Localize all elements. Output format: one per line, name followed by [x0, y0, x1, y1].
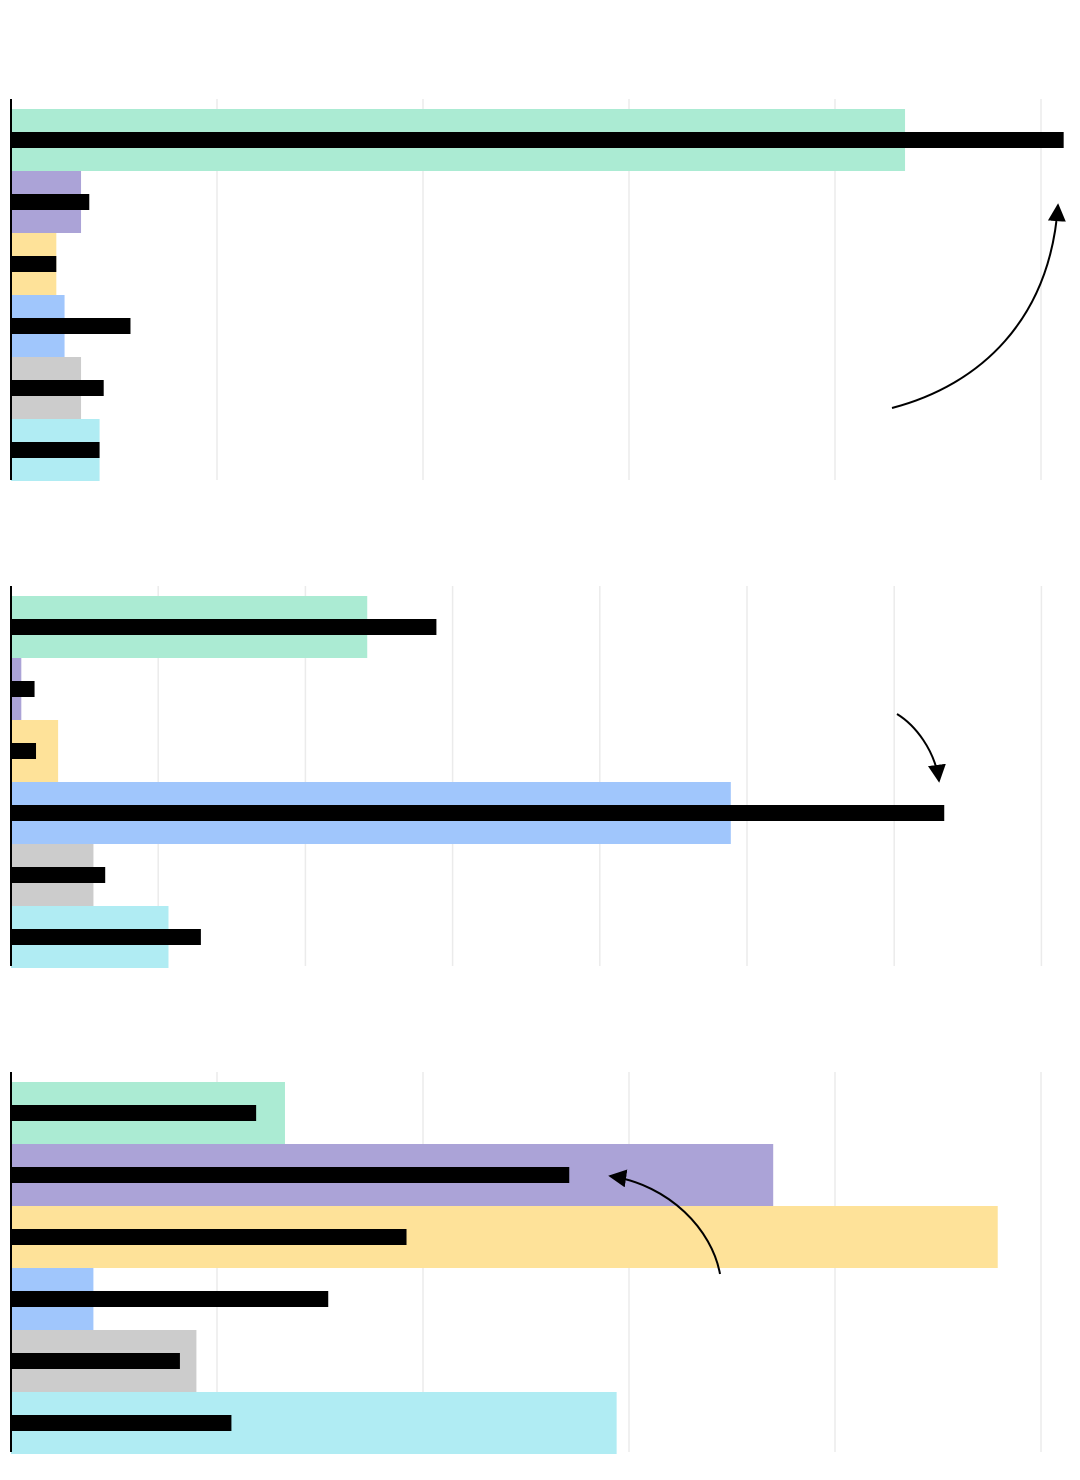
bar-value-5: [11, 1353, 180, 1369]
annotation-arrow: [608, 1169, 721, 1275]
bar-value-4: [11, 805, 945, 821]
chart-panel-1: [10, 99, 1066, 481]
bar-value-3: [11, 256, 57, 272]
bar-value-2: [11, 681, 35, 697]
chart-panel-3: [10, 1072, 1042, 1454]
bar-value-5: [11, 380, 104, 396]
annotation-arrow: [891, 203, 1066, 409]
bar-value-4: [11, 318, 131, 334]
chart-panel-2: [10, 586, 1043, 968]
bar-value-1: [11, 132, 1064, 148]
bar-value-6: [11, 1415, 232, 1431]
annotation-arrow: [896, 713, 946, 783]
bar-value-1: [11, 1105, 257, 1121]
bar-value-5: [11, 867, 106, 883]
bar-value-3: [11, 743, 37, 759]
bar-value-2: [11, 1167, 570, 1183]
bar-value-6: [11, 442, 100, 458]
bar-value-3: [11, 1229, 407, 1245]
bar-value-4: [11, 1291, 329, 1307]
bar-value-2: [11, 194, 90, 210]
bar-value-6: [11, 929, 201, 945]
bar-value-1: [11, 619, 437, 635]
